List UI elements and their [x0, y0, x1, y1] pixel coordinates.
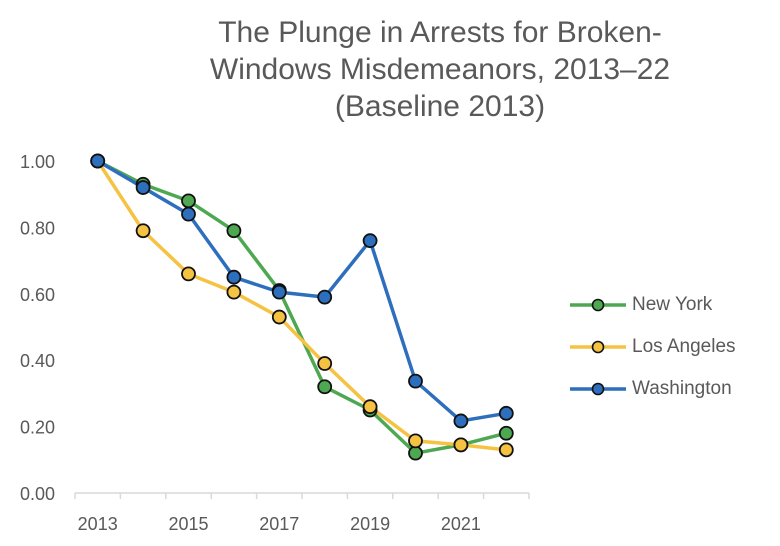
data-point-los-angeles [226, 284, 242, 300]
chart-legend: New York Los Angeles Washington [568, 284, 736, 410]
data-point-los-angeles [498, 442, 514, 458]
data-point-new-york [317, 379, 333, 395]
data-point-washington [271, 284, 287, 300]
data-point-washington [362, 233, 378, 249]
data-point-los-angeles [453, 437, 469, 453]
series-line-washington [96, 159, 507, 423]
data-point-los-angeles [271, 309, 287, 325]
chart-title-line: Windows Misdemeanors, 2013–22 [209, 53, 671, 86]
x-tick-label: 2017 [259, 514, 299, 534]
legend-item: New York [568, 284, 736, 326]
data-point-los-angeles [181, 266, 196, 282]
data-point-new-york [408, 445, 423, 461]
legend-item: Washington [568, 368, 736, 410]
legend-label: Washington [632, 378, 732, 399]
y-tick-label: 0.60 [20, 285, 55, 305]
data-point-washington [226, 269, 242, 285]
data-point-los-angeles [408, 433, 423, 449]
data-point-los-angeles [362, 399, 378, 415]
series-line-los-angeles [96, 160, 507, 452]
legend-item: Los Angeles [568, 326, 736, 368]
x-tick-label: 2019 [350, 514, 390, 534]
y-tick-label: 0.40 [20, 351, 55, 371]
data-point-los-angeles [135, 223, 151, 239]
y-tick-label: 1.00 [20, 152, 55, 172]
data-point-new-york [498, 425, 514, 441]
x-tick-label: 2013 [78, 514, 118, 534]
data-point-washington [181, 206, 196, 222]
legend-label: Los Angeles [632, 336, 736, 357]
data-point-washington [408, 373, 423, 389]
data-point-new-york [181, 193, 196, 209]
chart-title: The Plunge in Arrests for Broken- Window… [200, 14, 680, 125]
x-tick-label: 2015 [168, 514, 208, 534]
data-point-washington [317, 289, 333, 305]
chart-title-line: The Plunge in Arrests for Broken- [218, 16, 662, 49]
data-point-washington [498, 405, 514, 421]
data-point-new-york [226, 223, 242, 239]
legend-marker-icon [570, 298, 626, 312]
y-tick-label: 0.80 [20, 218, 55, 238]
y-tick-label: 0.00 [20, 484, 55, 504]
legend-marker-icon [570, 340, 626, 354]
data-point-washington [90, 153, 106, 169]
legend-label: New York [632, 294, 713, 315]
y-tick-label: 0.20 [20, 418, 55, 438]
data-point-washington [135, 180, 151, 195]
data-point-los-angeles [317, 356, 333, 371]
x-tick-label: 2021 [441, 514, 481, 534]
chart-title-line: (Baseline 2013) [334, 90, 546, 123]
data-point-washington [453, 413, 469, 429]
legend-marker-icon [570, 382, 626, 396]
